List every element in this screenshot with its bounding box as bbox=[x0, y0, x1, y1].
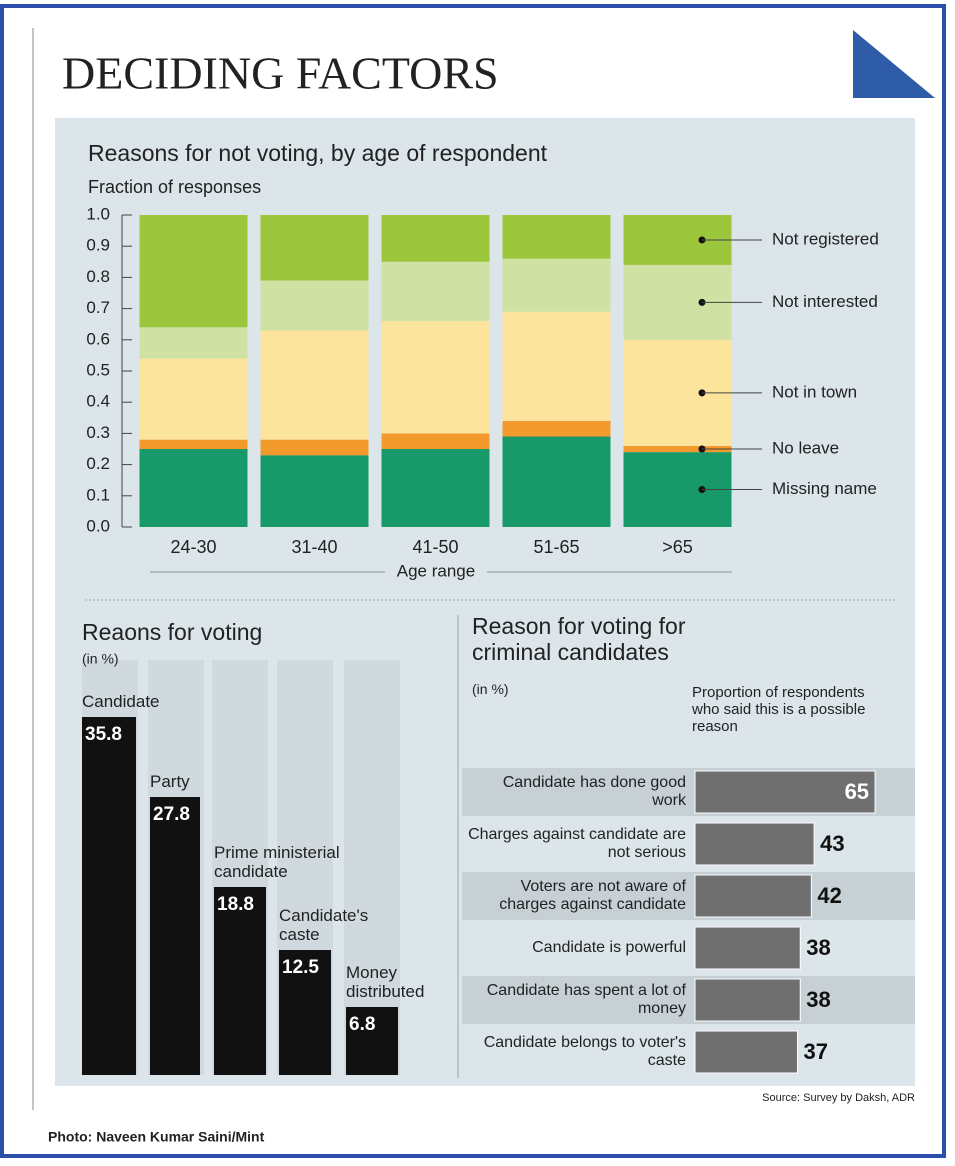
category-label: Candidate bbox=[82, 691, 160, 711]
chart-title: Reasons for not voting, by age of respon… bbox=[88, 140, 548, 166]
credit: Photo: Naveen Kumar Saini/Mint bbox=[48, 1129, 265, 1145]
bar bbox=[279, 950, 331, 1075]
category-label: Money distributed bbox=[346, 962, 425, 1001]
bar bbox=[214, 887, 266, 1075]
bar bbox=[150, 797, 200, 1075]
y-tick-label: 0.8 bbox=[86, 267, 110, 286]
source: Source: Survey by Daksh, ADR bbox=[762, 1092, 915, 1104]
corner-triangle bbox=[853, 30, 935, 98]
bar bbox=[694, 926, 801, 970]
value-label: 27.8 bbox=[153, 804, 190, 825]
bar-segment bbox=[139, 358, 248, 440]
bar-segment bbox=[381, 433, 490, 449]
bar-segment bbox=[381, 261, 490, 322]
bar-segment bbox=[260, 330, 369, 440]
bar-segment bbox=[502, 420, 611, 437]
category-label: Charges against candidate are not seriou… bbox=[468, 826, 686, 861]
value-label: 42 bbox=[817, 883, 841, 908]
value-label: 43 bbox=[820, 831, 844, 856]
category-label: Candidate belongs to voter's caste bbox=[483, 1034, 686, 1069]
page-title: DECIDING FACTORS bbox=[62, 48, 499, 99]
row-stripe bbox=[462, 872, 915, 920]
bar-segment bbox=[502, 215, 611, 259]
category-label: Party bbox=[150, 771, 190, 791]
chart-subtitle: (in %) bbox=[472, 681, 509, 697]
x-tick-label: 31-40 bbox=[291, 537, 337, 557]
bar-segment bbox=[139, 327, 248, 359]
legend-label: Not registered bbox=[772, 229, 879, 248]
category-label: Prime ministerial candidate bbox=[214, 842, 340, 881]
category-label: Candidate has done good work bbox=[502, 774, 686, 809]
value-label: 6.8 bbox=[349, 1014, 375, 1035]
category-label: Candidate is powerful bbox=[532, 939, 686, 957]
bar bbox=[694, 978, 801, 1022]
bar-segment bbox=[260, 215, 369, 281]
category-label: Candidate's caste bbox=[279, 905, 369, 944]
value-label: 37 bbox=[803, 1039, 827, 1064]
chart-title: Reaons for voting bbox=[82, 619, 262, 645]
bar-segment bbox=[502, 311, 611, 421]
bar bbox=[346, 1007, 398, 1075]
legend-label: Not in town bbox=[772, 382, 857, 401]
bar-segment bbox=[260, 280, 369, 331]
bar-segment bbox=[139, 215, 248, 328]
bar-segment bbox=[381, 215, 490, 262]
y-axis-label: Fraction of responses bbox=[88, 177, 261, 197]
bar-segment bbox=[502, 436, 611, 527]
x-tick-label: >65 bbox=[662, 537, 693, 557]
value-label: 38 bbox=[806, 987, 830, 1012]
bar-segment bbox=[502, 258, 611, 312]
bar-segment bbox=[381, 449, 490, 527]
bar-segment bbox=[260, 439, 369, 456]
value-label: 18.8 bbox=[217, 894, 254, 915]
category-label: Voters are not aware of charges against … bbox=[499, 878, 686, 913]
note: Proportion of respondents who said this … bbox=[692, 684, 866, 735]
y-tick-label: 0.9 bbox=[86, 236, 110, 255]
bar-segment bbox=[139, 439, 248, 449]
value-label: 12.5 bbox=[282, 957, 319, 978]
chart-title: Reason for voting for criminal candidate… bbox=[472, 613, 686, 665]
x-axis-label: Age range bbox=[397, 561, 475, 580]
bar-segment bbox=[381, 321, 490, 434]
bar bbox=[82, 717, 136, 1075]
y-tick-label: 0.4 bbox=[86, 392, 110, 411]
x-tick-label: 24-30 bbox=[170, 537, 216, 557]
frame bbox=[0, 4, 946, 1158]
y-tick-label: 0.3 bbox=[86, 423, 110, 442]
value-label: 35.8 bbox=[85, 724, 122, 745]
bar bbox=[694, 1030, 798, 1074]
y-tick-label: 0.2 bbox=[86, 454, 110, 473]
y-tick-label: 0.7 bbox=[86, 298, 110, 317]
chart-subtitle: (in %) bbox=[82, 651, 119, 667]
bar bbox=[694, 874, 812, 918]
value-label: 38 bbox=[806, 935, 830, 960]
bar-segment bbox=[260, 455, 369, 527]
x-tick-label: 41-50 bbox=[412, 537, 458, 557]
legend-label: Missing name bbox=[772, 479, 877, 498]
legend-label: Not interested bbox=[772, 292, 878, 311]
y-tick-label: 1.0 bbox=[86, 204, 110, 223]
value-label: 65 bbox=[845, 779, 869, 804]
y-tick-label: 0.0 bbox=[86, 516, 110, 535]
x-tick-label: 51-65 bbox=[533, 537, 579, 557]
category-label: Candidate has spent a lot of money bbox=[486, 982, 686, 1017]
bar-segment bbox=[623, 445, 732, 453]
bar-segment bbox=[139, 449, 248, 527]
row-stripe bbox=[462, 976, 915, 1024]
bar bbox=[694, 770, 876, 814]
y-tick-label: 0.5 bbox=[86, 360, 110, 379]
legend-label: No leave bbox=[772, 438, 839, 457]
y-tick-label: 0.6 bbox=[86, 329, 110, 348]
y-tick-label: 0.1 bbox=[86, 485, 110, 504]
bar bbox=[694, 822, 815, 866]
